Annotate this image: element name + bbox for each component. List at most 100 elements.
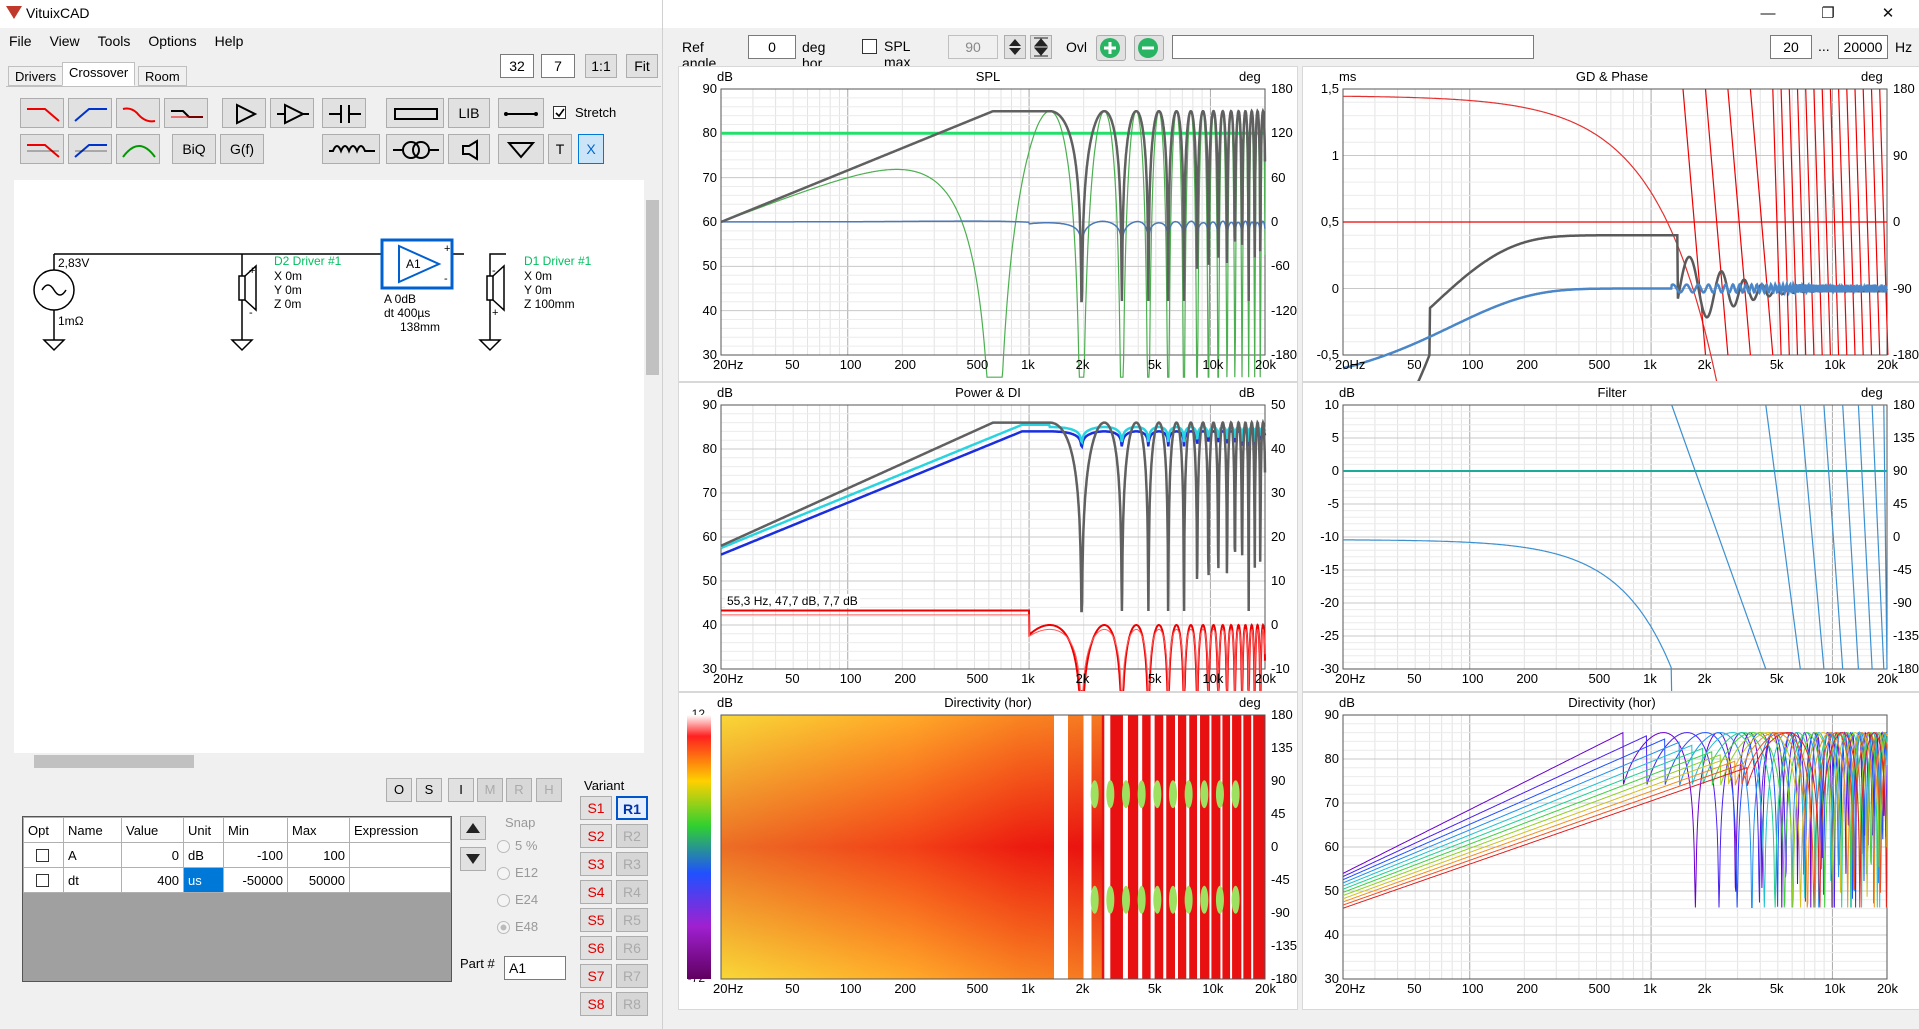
snap-option[interactable]: 5 %	[497, 832, 563, 859]
variant-r6-button[interactable]: R6	[616, 936, 648, 960]
menu-options[interactable]: Options	[148, 33, 197, 49]
plot-area[interactable]	[1303, 383, 1919, 691]
part-number-field[interactable]: A1	[504, 956, 566, 980]
highpass-blue-button[interactable]	[68, 98, 112, 128]
wire-icon[interactable]	[498, 98, 544, 128]
speaker-icon[interactable]	[448, 134, 490, 164]
spl-max-field[interactable]: 90	[948, 35, 998, 59]
zoom-b-field[interactable]: 7	[541, 54, 575, 78]
plot-area[interactable]	[1303, 693, 1919, 1009]
cell-unit[interactable]: us	[183, 867, 224, 893]
o-button[interactable]: O	[386, 778, 412, 802]
menu-tools[interactable]: Tools	[97, 33, 131, 49]
zoom-fit-button[interactable]: Fit	[626, 54, 658, 78]
i-button[interactable]: I	[448, 778, 474, 802]
x-button[interactable]: X	[578, 134, 604, 164]
capacitor-icon[interactable]	[322, 98, 366, 128]
plot-area[interactable]	[679, 383, 1297, 691]
tab-room[interactable]: Room	[138, 66, 187, 86]
plot-area[interactable]	[679, 693, 1297, 1009]
menu-help[interactable]: Help	[214, 33, 244, 49]
spl-spin-icon[interactable]	[1004, 35, 1026, 59]
schematic-horizontal-scrollbar[interactable]	[14, 753, 644, 770]
plot-dir1[interactable]: Directivity (hor) dB deg 20Hz 50 100 200 500 1k 2…	[678, 692, 1298, 1010]
lib-button[interactable]: LIB	[448, 98, 490, 128]
variant-s3-button[interactable]: S3	[580, 852, 612, 876]
variant-r5-button[interactable]: R5	[616, 908, 648, 932]
r-button[interactable]: R	[506, 778, 532, 802]
variant-s7-button[interactable]: S7	[580, 964, 612, 988]
plot-filter[interactable]: Filter dB deg 20Hz 50 100 200 500 1k 2k 5k 10k 20k 10…	[1302, 382, 1919, 692]
lowpass2-red-button[interactable]	[20, 134, 64, 164]
cell-expression[interactable]	[349, 842, 451, 868]
plot-dir2[interactable]: Directivity (hor) dB 20Hz 50 100 200 500 1k 2k 5k…	[1302, 692, 1919, 1010]
cell-max[interactable]: 50000	[287, 867, 350, 893]
opt-checkbox[interactable]	[36, 873, 49, 887]
stretch-checkbox[interactable]	[553, 106, 566, 119]
cell-name[interactable]: dt	[63, 867, 122, 893]
transformer-icon[interactable]	[386, 134, 444, 164]
variant-r7-button[interactable]: R7	[616, 964, 648, 988]
ref-angle-field[interactable]: 0	[748, 35, 796, 59]
cell-min[interactable]: -100	[223, 842, 288, 868]
snap-option[interactable]: E24	[497, 886, 563, 913]
variant-s8-button[interactable]: S8	[580, 992, 612, 1016]
variant-r1-button[interactable]: R1	[616, 796, 648, 820]
d1-driver-name[interactable]: D1 Driver #1	[524, 254, 592, 268]
lowpass-red-button[interactable]	[20, 98, 64, 128]
move-down-button[interactable]	[460, 847, 486, 871]
cell-value[interactable]: 0	[121, 842, 184, 868]
cell-max[interactable]: 100	[287, 842, 350, 868]
menu-file[interactable]: File	[9, 33, 32, 49]
m-button[interactable]: M	[477, 778, 503, 802]
variant-r3-button[interactable]: R3	[616, 852, 648, 876]
minimize-icon[interactable]: —	[1760, 5, 1776, 22]
bandpass-green-button[interactable]	[116, 134, 160, 164]
buffer-icon[interactable]	[222, 98, 266, 128]
variant-s4-button[interactable]: S4	[580, 880, 612, 904]
gf-button[interactable]: G(f)	[220, 134, 264, 164]
close-icon[interactable]: ✕	[1881, 5, 1895, 22]
plot-power[interactable]: Power & DI dB dB 20Hz 50 100 200 500 1k 2k 5k 10k 20…	[678, 382, 1298, 692]
t-button[interactable]: T	[548, 134, 572, 164]
variant-s6-button[interactable]: S6	[580, 936, 612, 960]
move-up-button[interactable]	[460, 816, 486, 840]
biquad-button[interactable]: BiQ	[172, 134, 216, 164]
cell-unit[interactable]: dB	[183, 842, 224, 868]
tab-drivers[interactable]: Drivers	[8, 66, 64, 86]
snap-option[interactable]: E12	[497, 859, 563, 886]
s-button[interactable]: S	[416, 778, 442, 802]
variant-r4-button[interactable]: R4	[616, 880, 648, 904]
d2-driver-name[interactable]: D2 Driver #1	[274, 254, 342, 268]
notch-red-button[interactable]	[116, 98, 160, 128]
tab-crossover[interactable]: Crossover	[62, 62, 136, 86]
variant-s5-button[interactable]: S5	[580, 908, 612, 932]
cell-expression[interactable]	[349, 867, 451, 893]
cell-min[interactable]: -50000	[223, 867, 288, 893]
plot-gd[interactable]: GD & Phase ms deg 20Hz 50 100 200 500 1k 2k 5k 10k 2…	[1302, 66, 1919, 382]
freq-max-field[interactable]: 20000	[1838, 35, 1888, 59]
resistor-icon[interactable]	[386, 98, 444, 128]
table-row[interactable]: dt 400 us -50000 50000	[23, 867, 451, 893]
remove-overlay-icon[interactable]	[1134, 35, 1164, 61]
table-row[interactable]: A 0 dB -100 100	[23, 842, 451, 868]
variant-s1-button[interactable]: S1	[580, 796, 612, 820]
highpass2-blue-button[interactable]	[68, 134, 112, 164]
opt-checkbox[interactable]	[36, 848, 49, 862]
snap-option[interactable]: E48	[497, 913, 563, 940]
add-overlay-icon[interactable]	[1096, 35, 1126, 61]
opamp-icon[interactable]	[270, 98, 314, 128]
plot-spl[interactable]: SPL dB deg 20Hz 50 100 200 500 1k 2k 5k 10k 20k 90 80 7…	[678, 66, 1298, 382]
cell-value[interactable]: 400	[121, 867, 184, 893]
spl-fit-icon[interactable]	[1030, 35, 1052, 59]
overlay-field[interactable]	[1172, 35, 1534, 59]
ground-icon[interactable]	[498, 134, 544, 164]
zoom-1-1-button[interactable]: 1:1	[585, 54, 617, 78]
variant-s2-button[interactable]: S2	[580, 824, 612, 848]
plot-area[interactable]	[1303, 67, 1919, 381]
spl-max-checkbox[interactable]	[862, 39, 877, 54]
shelf-button[interactable]	[164, 98, 208, 128]
zoom-a-field[interactable]: 32	[500, 54, 534, 78]
variant-r8-button[interactable]: R8	[616, 992, 648, 1016]
menu-view[interactable]: View	[49, 33, 80, 49]
